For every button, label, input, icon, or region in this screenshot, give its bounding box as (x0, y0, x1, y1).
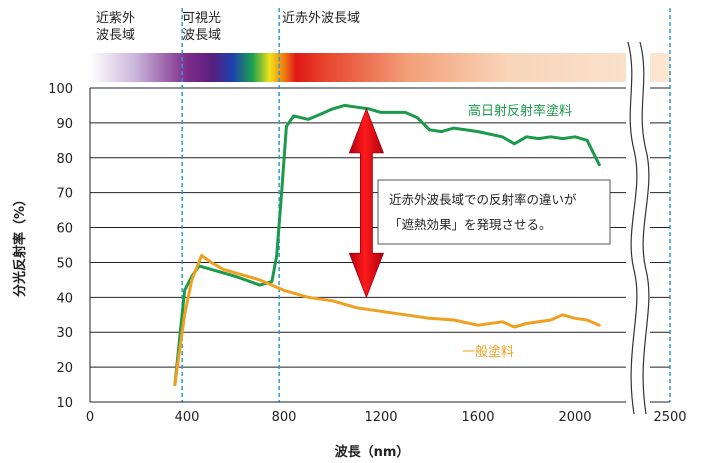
x-tick-1200: 1200 (364, 410, 397, 425)
y-tick-100: 100 (48, 82, 73, 97)
spectrum-bar (90, 53, 670, 82)
y-tick-40: 40 (56, 291, 73, 306)
series-lines (173, 103, 601, 387)
y-tick-90: 90 (56, 117, 73, 132)
y-tick-labels: 10 20 30 40 50 60 70 80 90 100 (48, 82, 73, 411)
region-label-2: 近赤外波長域 (282, 11, 360, 26)
series-label-1: 一般塗料 (462, 344, 514, 360)
y-tick-30: 30 (56, 326, 73, 341)
y-tick-80: 80 (56, 152, 73, 167)
y-tick-10: 10 (56, 396, 73, 411)
region-labels: 近紫外波長域 可視光波長域 近赤外波長域 (96, 11, 360, 43)
y-tick-50: 50 (56, 256, 73, 271)
arrow-shape (348, 107, 384, 299)
x-tick-800: 800 (272, 410, 297, 425)
annotation-line-1: 近赤外波長域での反射率の違いが (389, 192, 577, 207)
x-tick-2000: 2000 (558, 410, 591, 425)
difference-arrow (348, 107, 384, 299)
x-tick-1600: 1600 (461, 410, 494, 425)
x-tick-400: 400 (175, 410, 200, 425)
y-tick-70: 70 (56, 187, 73, 202)
x-axis-title: 波長（nm） (335, 444, 410, 460)
x-tick-labels: 0 400 800 1200 1600 2000 2500 (86, 410, 687, 425)
axis-break (626, 41, 650, 415)
y-tick-20: 20 (56, 361, 73, 376)
y-tick-60: 60 (56, 222, 73, 237)
series-label-0: 高日射反射率塗料 (468, 103, 572, 119)
annotation-line-2: 「遮熱効果」を発現させる。 (389, 217, 552, 232)
y-axis-title: 分光反射率（%） (12, 193, 28, 297)
series-line-1 (173, 254, 601, 387)
series-line-0 (173, 103, 601, 387)
annotation-box (377, 179, 611, 245)
region-label-0: 近紫外波長域 (96, 11, 135, 43)
x-tick-0: 0 (86, 410, 94, 425)
x-tick-2500: 2500 (653, 410, 686, 425)
region-label-1: 可視光波長域 (182, 11, 221, 43)
